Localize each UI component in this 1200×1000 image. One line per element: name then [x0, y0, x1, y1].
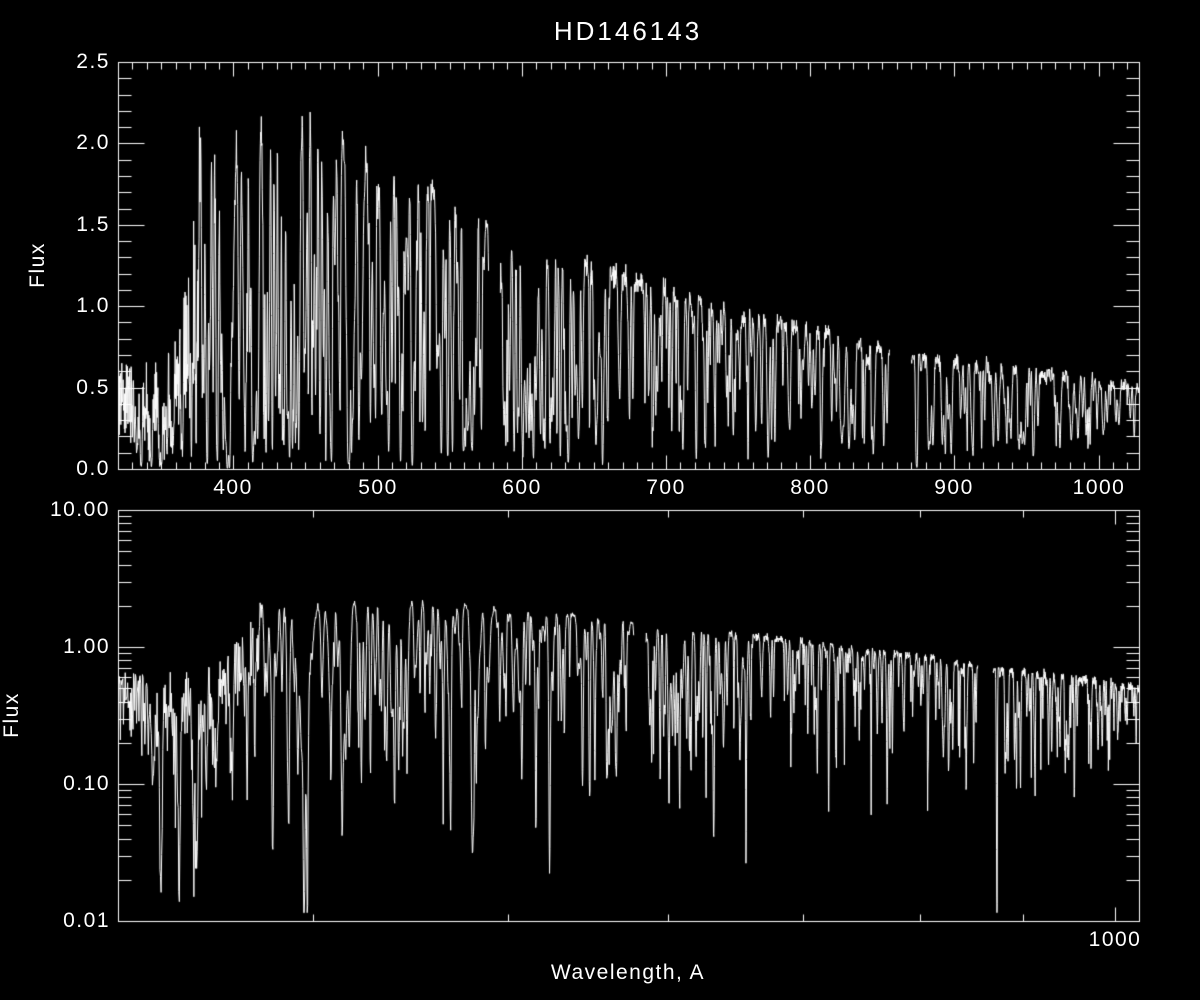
top-panel-x-tick-label: 400 — [213, 476, 253, 499]
top-panel-y-tick-label: 0.0 — [76, 457, 110, 480]
top-panel-y-tick-label: 2.5 — [76, 50, 110, 73]
top-panel-x-tick-label: 700 — [646, 476, 686, 499]
bottom-panel-y-tick-label: 10.00 — [49, 498, 110, 521]
chart-title: HD146143 — [553, 16, 703, 46]
top-panel-x-tick-label: 900 — [934, 476, 974, 499]
bottom-panel-y-tick-label: 0.01 — [63, 909, 110, 932]
top-panel-y-axis-title: Flux — [26, 242, 49, 288]
bottom-panel-y-tick-label: 1.00 — [63, 635, 110, 658]
top-panel-x-tick-label: 500 — [358, 476, 398, 499]
bottom-panel-y-tick-label: 0.10 — [63, 772, 110, 795]
top-panel-y-tick-label: 2.0 — [76, 131, 110, 154]
bottom-panel-x-tick-label: 1000 — [1088, 928, 1142, 951]
top-panel-y-tick-label: 1.0 — [76, 294, 110, 317]
top-panel-y-tick-label: 0.5 — [76, 376, 110, 399]
x-axis-title: Wavelength, A — [550, 961, 706, 984]
top-panel-y-tick-label: 1.5 — [76, 213, 110, 236]
top-panel-x-tick-label: 1000 — [1072, 476, 1126, 499]
bottom-panel-y-axis-title: Flux — [0, 692, 23, 738]
top-panel-x-tick-label: 600 — [502, 476, 542, 499]
top-panel-x-tick-label: 800 — [790, 476, 830, 499]
